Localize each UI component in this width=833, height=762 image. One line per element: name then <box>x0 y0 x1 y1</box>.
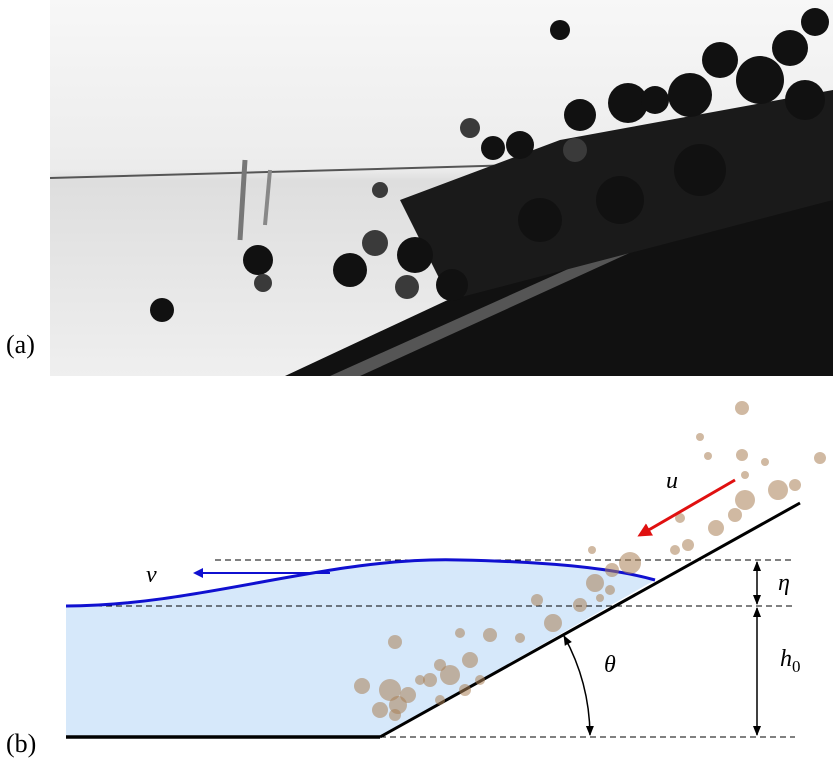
diagram <box>65 401 826 739</box>
particles <box>354 401 826 721</box>
panel-label: (a) <box>6 330 35 359</box>
symbol-v: v <box>146 562 157 588</box>
symbol-u: u <box>666 468 678 494</box>
symbol-theta: θ <box>604 652 616 678</box>
photo <box>49 0 833 376</box>
symbol-h: h <box>780 646 792 672</box>
symbol-eta: η <box>778 570 790 596</box>
panel-label: (b) <box>6 729 36 758</box>
symbol-h0: h0 <box>780 646 801 676</box>
subscript: 0 <box>792 657 801 676</box>
